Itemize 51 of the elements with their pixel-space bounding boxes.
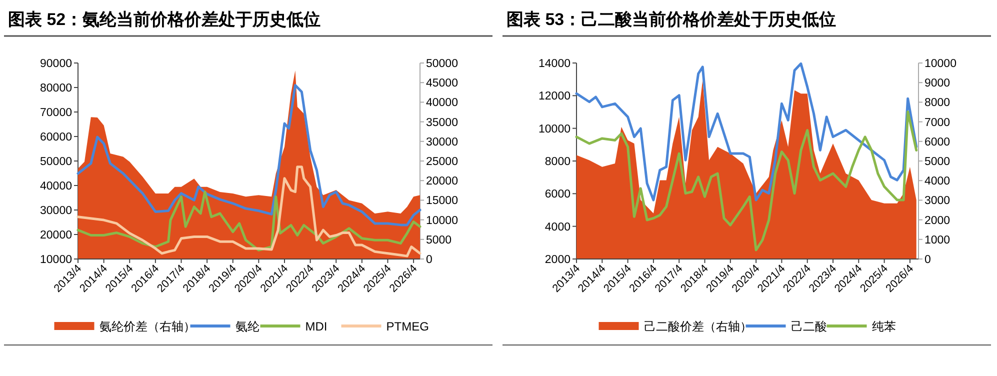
y-tick-label: 20000 [40,230,72,242]
y-tick-label: 60000 [40,132,72,144]
y2-tick-label: 4000 [924,176,950,188]
y2-tick-label: 25000 [426,156,458,168]
y-tick-label: 14000 [538,58,570,70]
y2-tick-label: 5000 [426,234,452,246]
y-tick-label: 80000 [40,82,72,94]
legend-label: 己二酸价差（右轴） [644,320,752,334]
y-tick-label: 90000 [40,58,72,70]
y-tick-label: 10000 [40,254,72,266]
chart-title: 图表 52：氨纶当前价格价差处于历史低位 [8,10,321,29]
legend-label: 氨纶价差（右轴） [99,320,196,334]
y2-tick-label: 40000 [426,97,458,110]
y2-tick-label: 5000 [924,156,950,168]
y2-tick-label: 8000 [924,97,950,110]
y-tick-label: 10000 [538,123,570,136]
y2-tick-label: 20000 [426,176,458,188]
legend-label: MDI [305,320,328,334]
line-series [575,110,918,252]
y-tick-label: 8000 [544,156,570,168]
y2-tick-label: 10000 [924,58,956,70]
y2-tick-label: 2000 [924,214,950,227]
legend-label: 纯苯 [872,320,896,334]
line-series [76,84,422,226]
y2-tick-label: 30000 [426,136,458,148]
y2-tick-label: 7000 [924,116,950,129]
chart-title: 图表 53：己二酸当前价格价差处于历史低位 [506,10,836,29]
y-tick-label: 70000 [40,107,72,119]
y2-tick-label: 50000 [426,58,458,70]
y2-tick-label: 6000 [924,136,950,148]
y2-tick-label: 3000 [924,195,950,208]
y-tick-label: 4000 [544,221,570,234]
legend-label: 氨纶 [235,320,260,334]
legend-label: 己二酸 [790,320,827,334]
y-tick-label: 6000 [544,188,570,201]
y2-tick-label: 35000 [426,116,458,129]
y2-tick-label: 1000 [924,234,950,246]
y-tick-label: 50000 [40,156,72,168]
y-tick-label: 40000 [40,180,72,192]
y-tick-label: 2000 [544,254,570,266]
y-tick-label: 12000 [538,90,570,103]
y2-tick-label: 0 [924,254,931,266]
line-series [76,190,422,252]
line-series [575,62,918,202]
y2-tick-label: 15000 [426,195,458,208]
legend-label: PTMEG [386,320,429,334]
y2-tick-label: 10000 [426,214,458,227]
y2-tick-label: 0 [426,254,432,266]
y-tick-label: 30000 [40,205,72,217]
y2-tick-label: 45000 [426,78,458,90]
y2-tick-label: 9000 [924,78,950,90]
